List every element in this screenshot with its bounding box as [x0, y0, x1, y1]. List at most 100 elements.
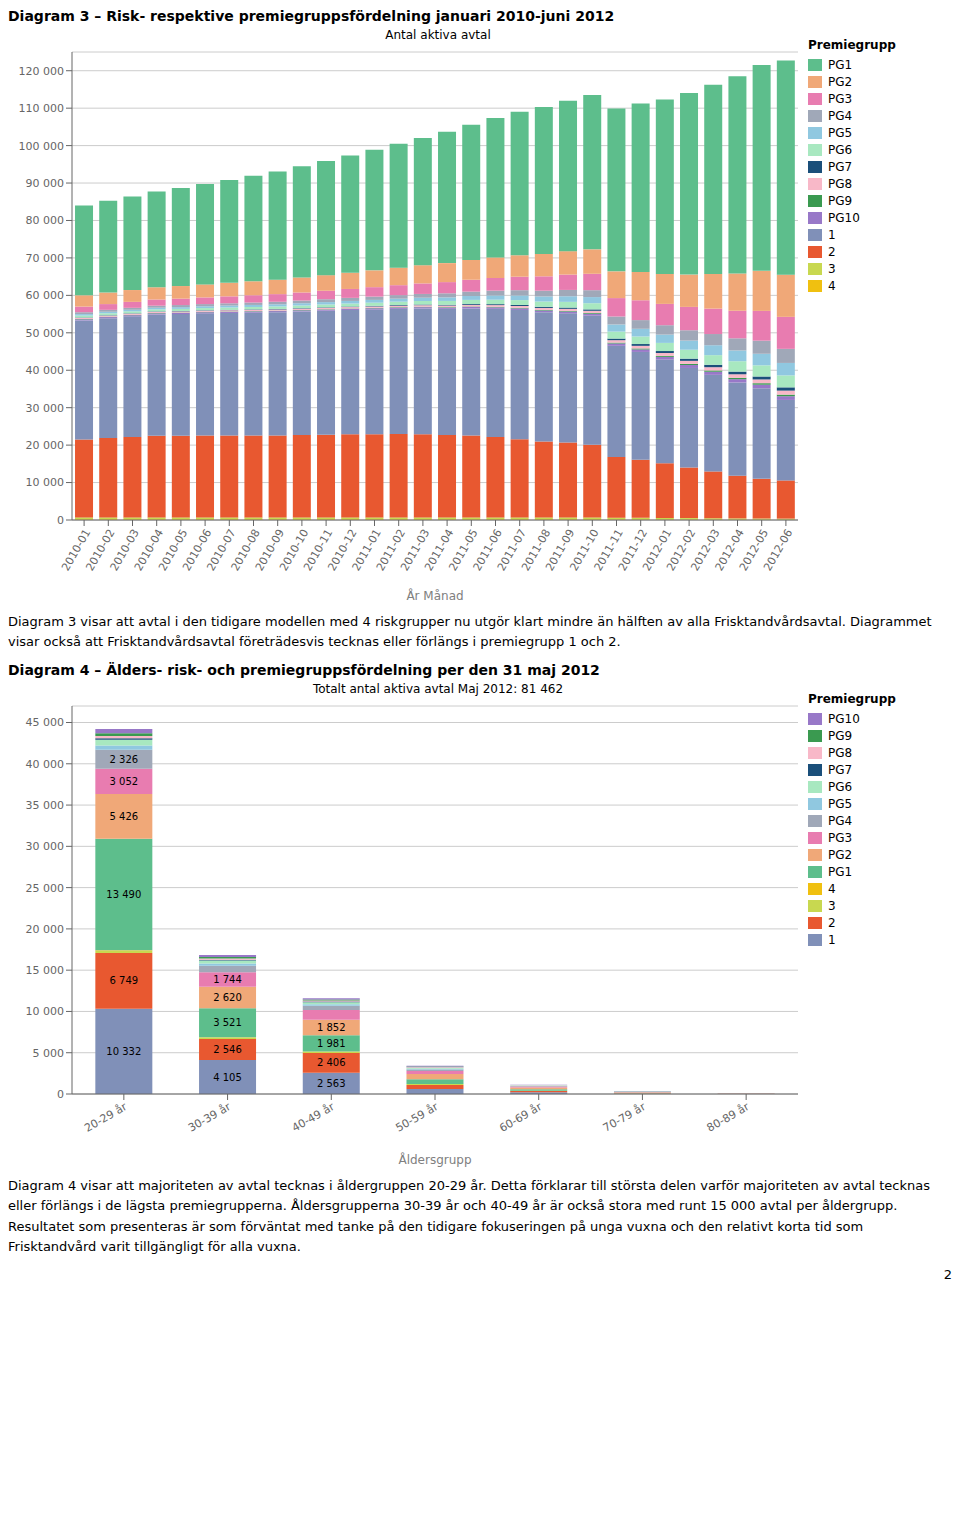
- svg-text:5 426: 5 426: [110, 811, 139, 822]
- html-text:PG3: PG3: [828, 831, 853, 846]
- html-text:Premiegrupp: Premiegrupp: [808, 38, 896, 52]
- svg-text:40-49 år: 40-49 år: [290, 1100, 337, 1135]
- svg-text:2012-01: 2012-01: [640, 526, 675, 574]
- svg-text:0: 0: [57, 1088, 64, 1101]
- svg-text:20 000: 20 000: [26, 923, 65, 936]
- html-text:PG2: PG2: [828, 75, 853, 89]
- svg-text:5 000: 5 000: [33, 1047, 65, 1060]
- html-text:Diagram 4 – Älders- risk- och: Diagram 4 – Älders- risk- och premiegrup…: [8, 662, 600, 679]
- svg-text:2 620: 2 620: [213, 992, 242, 1003]
- svg-text:100 000: 100 000: [19, 140, 65, 153]
- svg-text:70-79 år: 70-79 år: [601, 1100, 648, 1135]
- svg-text:1 981: 1 981: [317, 1038, 346, 1049]
- svg-text:110 000: 110 000: [19, 102, 65, 115]
- html-text:PG4: PG4: [828, 109, 853, 123]
- svg-text:120 000: 120 000: [19, 65, 65, 78]
- svg-text:2011-07: 2011-07: [494, 526, 530, 574]
- svg-text:2011-01: 2011-01: [349, 526, 384, 574]
- html-text:Totalt antal aktiva avtal Maj: Totalt antal aktiva avtal Maj 2012: 81 4…: [312, 682, 564, 697]
- html-text:PG2: PG2: [828, 848, 853, 863]
- html-text:PG7: PG7: [828, 763, 853, 778]
- svg-text:90 000: 90 000: [26, 177, 65, 190]
- svg-text:2011-08: 2011-08: [519, 526, 554, 574]
- html-text:PG6: PG6: [828, 780, 853, 795]
- svg-text:80 000: 80 000: [26, 214, 65, 227]
- svg-text:30 000: 30 000: [26, 402, 65, 415]
- html-text:Diagram 3 visar att avtal i de: Diagram 3 visar att avtal i den tidigare…: [8, 614, 932, 650]
- svg-text:6 749: 6 749: [110, 976, 139, 987]
- html-text:PG3: PG3: [828, 92, 853, 106]
- html-text:Antal aktiva avtal: Antal aktiva avtal: [385, 28, 491, 42]
- svg-text:2 563: 2 563: [317, 1078, 346, 1089]
- svg-text:50-59 år: 50-59 år: [393, 1100, 440, 1135]
- svg-text:0: 0: [57, 514, 64, 527]
- svg-text:40 000: 40 000: [26, 758, 65, 771]
- svg-text:2011-09: 2011-09: [543, 526, 578, 574]
- svg-text:2010-11: 2010-11: [301, 526, 336, 574]
- svg-text:10 000: 10 000: [26, 1006, 65, 1019]
- svg-text:2011-12: 2011-12: [615, 526, 651, 574]
- svg-text:25 000: 25 000: [26, 882, 65, 895]
- svg-text:2010-01: 2010-01: [59, 526, 94, 574]
- svg-text:2 326: 2 326: [110, 754, 139, 765]
- svg-text:2011-11: 2011-11: [591, 526, 626, 574]
- svg-text:15 000: 15 000: [26, 964, 65, 977]
- svg-text:2012-05: 2012-05: [736, 526, 772, 574]
- svg-text:10 332: 10 332: [106, 1046, 141, 1057]
- svg-text:20-29 år: 20-29 år: [82, 1100, 129, 1135]
- html-text:PG4: PG4: [828, 814, 853, 829]
- svg-text:1 744: 1 744: [213, 974, 242, 985]
- svg-text:4 105: 4 105: [213, 1072, 242, 1083]
- html-text:Diagram 4 visar att majoritete: Diagram 4 visar att majoriteten av avtal…: [8, 1178, 930, 1254]
- svg-text:2010-02: 2010-02: [83, 526, 118, 574]
- svg-text:År Månad: År Månad: [406, 588, 463, 603]
- svg-text:3 052: 3 052: [110, 776, 139, 787]
- svg-text:30-39 år: 30-39 år: [186, 1100, 233, 1135]
- svg-text:20 000: 20 000: [26, 439, 65, 452]
- svg-text:2010-06: 2010-06: [180, 526, 215, 574]
- svg-text:2012-02: 2012-02: [664, 526, 699, 574]
- svg-text:30 000: 30 000: [26, 841, 65, 854]
- svg-text:2012-04: 2012-04: [712, 526, 747, 574]
- svg-text:60-69 år: 60-69 år: [497, 1100, 544, 1135]
- svg-text:2010-07: 2010-07: [204, 526, 239, 574]
- html-text:Premiegrupp: Premiegrupp: [808, 692, 896, 707]
- svg-text:10 000: 10 000: [26, 476, 65, 489]
- svg-text:2 406: 2 406: [317, 1058, 346, 1069]
- svg-text:2010-12: 2010-12: [325, 526, 360, 574]
- svg-text:2010-08: 2010-08: [228, 526, 263, 574]
- svg-text:2010-09: 2010-09: [252, 526, 288, 574]
- svg-text:2012-03: 2012-03: [688, 526, 723, 574]
- svg-text:80-89 år: 80-89 år: [705, 1100, 752, 1135]
- svg-text:2010-05: 2010-05: [156, 526, 191, 574]
- svg-text:60 000: 60 000: [26, 289, 65, 302]
- svg-text:35 000: 35 000: [26, 799, 65, 812]
- svg-text:45 000: 45 000: [26, 717, 65, 730]
- svg-text:50 000: 50 000: [26, 327, 65, 340]
- svg-text:40 000: 40 000: [26, 364, 65, 377]
- svg-text:2011-10: 2011-10: [567, 526, 602, 574]
- html-text:PG10: PG10: [828, 712, 860, 727]
- svg-text:13 490: 13 490: [106, 889, 141, 900]
- svg-text:2011-04: 2011-04: [422, 526, 457, 574]
- svg-text:2010-04: 2010-04: [131, 526, 167, 574]
- svg-text:3 521: 3 521: [213, 1018, 242, 1029]
- svg-text:70 000: 70 000: [26, 252, 65, 265]
- svg-text:2011-06: 2011-06: [470, 526, 505, 574]
- svg-text:Åldersgrupp: Åldersgrupp: [398, 1152, 471, 1167]
- svg-text:2010-03: 2010-03: [107, 526, 142, 574]
- html-text:Diagram 3 – Risk- respektive p: Diagram 3 – Risk- respektive premiegrupp…: [8, 8, 615, 24]
- svg-text:2011-05: 2011-05: [446, 526, 481, 574]
- html-text:PG5: PG5: [828, 797, 853, 812]
- html-text:PG9: PG9: [828, 729, 853, 744]
- svg-text:2012-06: 2012-06: [761, 527, 795, 573]
- html-text:PG1: PG1: [828, 865, 853, 880]
- svg-text:2 546: 2 546: [213, 1044, 242, 1055]
- svg-text:1 852: 1 852: [317, 1022, 346, 1033]
- svg-text:2010-10: 2010-10: [277, 526, 312, 574]
- html-text:PG8: PG8: [828, 746, 853, 761]
- svg-text:2011-03: 2011-03: [398, 526, 433, 574]
- html-text:PG1: PG1: [828, 58, 853, 72]
- svg-text:2011-02: 2011-02: [373, 526, 409, 574]
- html-text:PG5: PG5: [828, 126, 853, 140]
